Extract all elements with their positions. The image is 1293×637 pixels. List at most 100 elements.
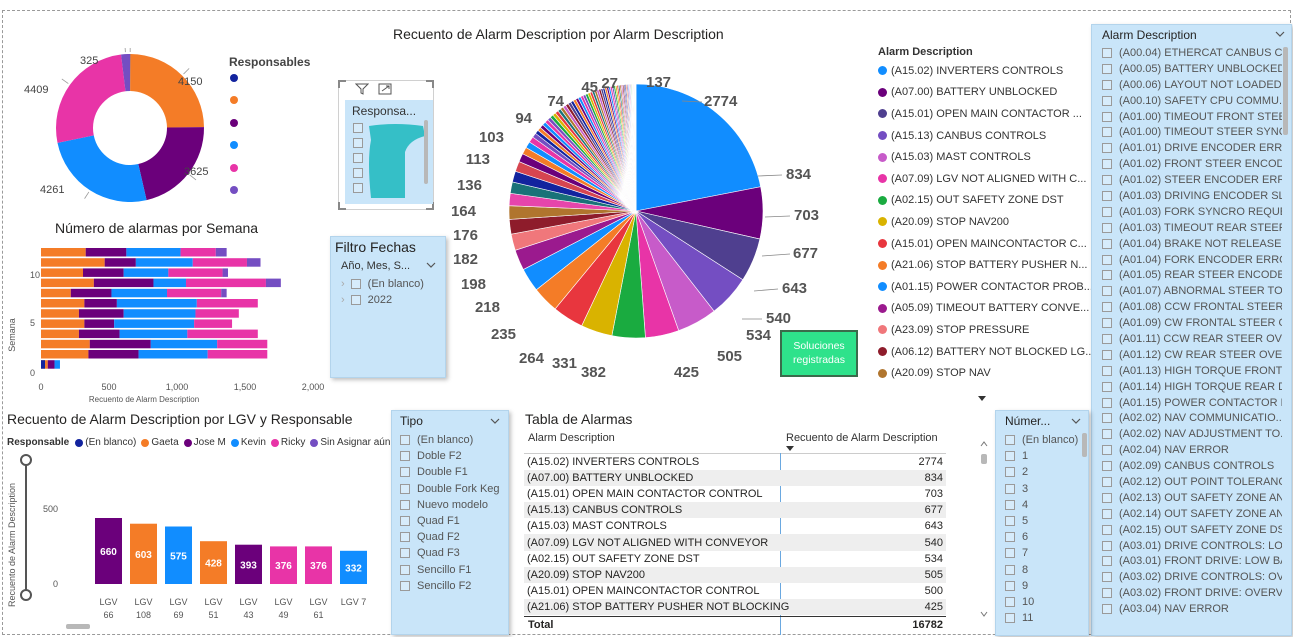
checkbox[interactable] [353, 183, 363, 193]
lgv-legend-label[interactable]: Kevin [240, 437, 266, 448]
tipo-slicer[interactable]: Tipo (En blanco) Doble F2 Double F1 Double … [391, 410, 509, 635]
weekly-bar-segment[interactable] [93, 278, 154, 288]
alarm-slicer-item[interactable]: (A03.01) FRONT DRIVE: LOW BA... [1102, 554, 1282, 570]
weekly-bar-segment[interactable] [89, 339, 151, 349]
checkbox[interactable] [1102, 333, 1112, 344]
weekly-bar-segment[interactable] [116, 299, 197, 308]
alarm-slicer-item[interactable]: (A01.04) FORK ENCODER ERROR [1102, 252, 1282, 268]
lgv-bar[interactable] [165, 526, 192, 585]
tipo-item-list[interactable]: (En blanco) Doble F2 Double F1 Double Fork … [400, 432, 500, 594]
lgv-horizontal-scrollbar[interactable] [66, 624, 90, 629]
alarm-slicer-item[interactable]: (A01.07) ABNORMAL STEER TO... [1102, 283, 1282, 299]
checkbox[interactable] [1102, 286, 1112, 297]
alarm-slicer-item[interactable]: (A01.11) CCW REAR STEER OVE... [1102, 331, 1282, 347]
alarm-slicer-item[interactable]: (A03.02) FRONT DRIVE: OVERV... [1102, 585, 1282, 601]
checkbox[interactable] [400, 499, 410, 510]
checkbox[interactable] [1102, 524, 1112, 535]
alarm-slicer-item[interactable]: (A01.02) FRONT STEER ENCODE... [1102, 156, 1282, 172]
checkbox[interactable] [1005, 451, 1015, 462]
lgv-bar[interactable] [270, 546, 297, 584]
sort-desc-icon[interactable] [786, 446, 794, 452]
checkbox[interactable] [400, 532, 410, 543]
alarm-slicer-item[interactable]: (A02.09) CANBUS CONTROLS [1102, 458, 1282, 474]
pie-legend-item[interactable]: (A15.01) OPEN MAINCONTACTOR C... [878, 233, 1087, 255]
numero-slicer-item[interactable]: 6 [1005, 529, 1078, 545]
donut-slice[interactable] [121, 54, 130, 92]
weekly-bar-segment[interactable] [196, 299, 258, 308]
weekly-bar-segment[interactable] [123, 268, 169, 277]
pie-legend-item[interactable]: (A07.09) LGV NOT ALIGNED WITH C... [878, 168, 1086, 190]
weekly-bar-segment[interactable] [180, 248, 216, 257]
chevron-down-icon[interactable] [1071, 418, 1081, 426]
table-row[interactable]: (A15.02) INVERTERS CONTROLS 2774 [524, 454, 946, 470]
weekly-bar-segment[interactable] [194, 319, 233, 328]
tipo-slicer-item[interactable]: Nuevo modelo [400, 497, 500, 513]
checkbox[interactable] [1005, 516, 1015, 527]
alarm-slicer-item[interactable]: (A01.15) POWER CONTACTOR P... [1102, 395, 1282, 411]
weekly-bar-segment[interactable] [47, 360, 55, 369]
lgv-range-slider-handle[interactable] [20, 454, 32, 466]
weekly-bar-segment[interactable] [195, 309, 239, 318]
alarm-table-scrollbar[interactable] [980, 440, 988, 620]
tipo-slicer-item[interactable]: (En blanco) [400, 432, 500, 448]
weekly-bar-segment[interactable] [84, 319, 115, 328]
alarm-slicer-item[interactable]: (A01.08) CCW FRONTAL STEER ... [1102, 299, 1282, 315]
alarm-slicer-item[interactable]: (A02.15) OUT SAFETY ZONE DST [1102, 522, 1282, 538]
pie-legend-item[interactable]: (A23.09) STOP PRESSURE [878, 319, 1083, 341]
alarm-slicer-scrollbar[interactable] [1283, 47, 1288, 135]
checkbox[interactable] [1102, 556, 1112, 567]
lgv-bar[interactable] [200, 541, 227, 584]
numero-slicer-item[interactable]: 2 [1005, 464, 1078, 480]
checkbox[interactable] [353, 168, 363, 178]
lgv-range-slider-handle[interactable] [20, 589, 32, 601]
checkbox[interactable] [353, 153, 363, 163]
weekly-bar-segment[interactable] [138, 350, 208, 359]
checkbox[interactable] [400, 516, 410, 527]
pie-legend-item[interactable]: (A15.13) CANBUS CONTROLS [878, 125, 1083, 147]
checkbox[interactable] [1005, 467, 1015, 478]
numero-slicer-item[interactable]: 7 [1005, 545, 1078, 561]
weekly-bar-segment[interactable] [150, 339, 218, 349]
alarm-slicer-item[interactable]: (A01.13) HIGH TORQUE FRONT... [1102, 363, 1282, 379]
numero-slicer[interactable]: Númer... (En blanco) 1 2 3 4 5 6 7 8 9 10 11 [995, 410, 1089, 636]
tipo-slicer-item[interactable]: Quad F1 [400, 513, 500, 529]
weekly-bar-segment[interactable] [192, 258, 247, 267]
numero-slicer-item[interactable]: (En blanco) [1005, 432, 1078, 448]
weekly-bar-segment[interactable] [217, 339, 268, 349]
numero-slicer-item[interactable]: 9 [1005, 578, 1078, 594]
fecha-item[interactable]: › (En blanco) [341, 276, 424, 292]
weekly-bar-segment[interactable] [70, 288, 112, 298]
checkbox[interactable] [1005, 548, 1015, 559]
checkbox[interactable] [1102, 254, 1112, 265]
numero-slicer-item[interactable]: 3 [1005, 481, 1078, 497]
checkbox[interactable] [1005, 564, 1015, 575]
checkbox[interactable] [1102, 588, 1112, 599]
chevron-right-icon[interactable]: › [341, 278, 345, 291]
scroll-thumb[interactable] [981, 454, 987, 464]
checkbox[interactable] [1102, 79, 1112, 90]
weekly-bar-segment[interactable] [246, 258, 261, 267]
alarm-pie-chart[interactable]: 2774834703677643540534505425382331264235… [452, 44, 870, 392]
lgv-bar[interactable] [340, 550, 367, 584]
alarm-slicer-item[interactable]: (A01.03) DRIVING ENCODER SLI... [1102, 188, 1282, 204]
checkbox[interactable] [350, 295, 361, 306]
donut-slice[interactable] [130, 54, 204, 128]
filter-icon[interactable] [355, 82, 369, 96]
checkbox[interactable] [1102, 492, 1112, 503]
checkbox[interactable] [1102, 143, 1112, 154]
alarm-slicer-item[interactable]: (A01.04) BRAKE NOT RELEASED [1102, 236, 1282, 252]
checkbox[interactable] [400, 483, 410, 494]
checkbox[interactable] [1102, 47, 1112, 58]
lgv-bar[interactable] [130, 523, 157, 584]
table-row[interactable]: (A15.01) OPEN MAIN CONTACTOR CONTROL 703 [524, 486, 946, 502]
weekly-bar-segment[interactable] [221, 288, 227, 298]
lgv-legend-label[interactable]: (En blanco) [85, 437, 137, 448]
weekly-bar-segment[interactable] [168, 268, 223, 277]
weekly-bar-segment[interactable] [207, 350, 268, 359]
numero-scrollbar[interactable] [1082, 433, 1087, 457]
chevron-down-icon[interactable] [426, 262, 436, 270]
checkbox[interactable] [1102, 318, 1112, 329]
weekly-bar-segment[interactable] [215, 248, 227, 257]
lgv-bar[interactable] [235, 544, 262, 584]
checkbox[interactable] [1102, 604, 1112, 615]
